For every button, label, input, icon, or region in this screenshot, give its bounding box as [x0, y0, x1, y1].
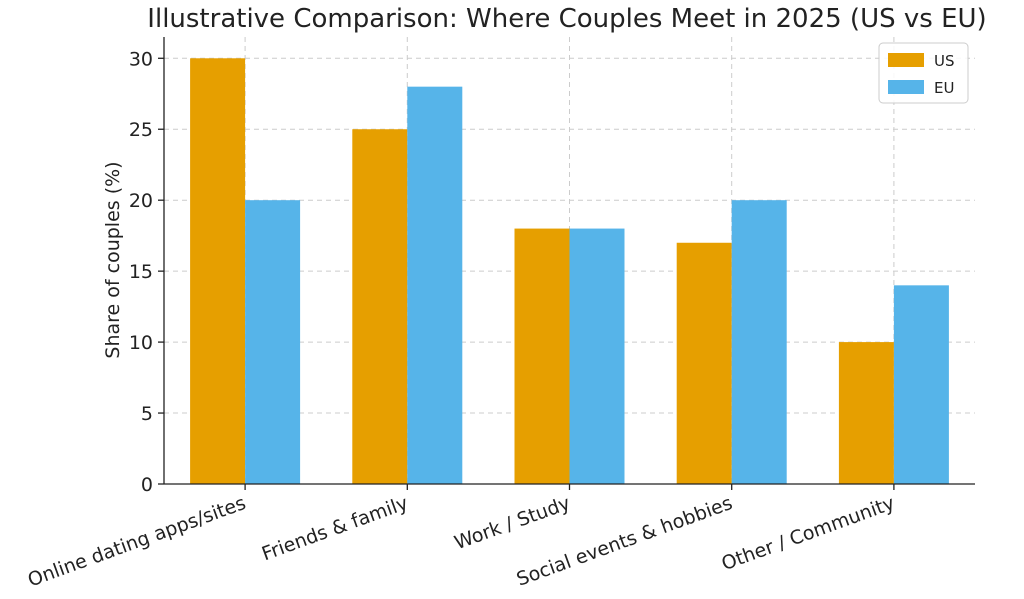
bar-us-3	[676, 242, 732, 484]
bar-eu-3	[731, 200, 787, 484]
bars	[190, 58, 949, 485]
y-axis-label: Share of couples (%)	[102, 161, 124, 358]
bar-us-2	[514, 228, 570, 484]
legend-label-us: US	[934, 52, 955, 70]
x-category-label: Other / Community	[719, 492, 898, 575]
y-tick-label: 20	[129, 190, 153, 212]
legend: US EU	[878, 42, 969, 104]
y-tick-label: 25	[129, 119, 153, 141]
axes	[158, 37, 975, 490]
y-tick-label: 0	[141, 474, 153, 496]
chart-title: Illustrative Comparison: Where Couples M…	[147, 4, 986, 34]
y-tick-labels: 0 5 10 15 20 25 30	[129, 48, 153, 496]
bar-us-0	[190, 58, 246, 485]
y-tick-label: 5	[141, 403, 153, 425]
x-category-labels: Online dating apps/sites Friends & family…	[25, 492, 898, 591]
bar-us-4	[838, 342, 894, 484]
x-category-label: Online dating apps/sites	[25, 492, 249, 591]
bar-eu-0	[245, 200, 301, 484]
legend-label-eu: EU	[934, 79, 954, 97]
x-category-label: Work / Study	[452, 492, 574, 554]
bar-us-1	[352, 129, 408, 484]
y-tick-label: 10	[129, 332, 153, 354]
bar-eu-2	[569, 228, 625, 484]
bar-eu-4	[893, 285, 949, 484]
legend-swatch-us	[888, 53, 924, 67]
legend-swatch-eu	[888, 80, 924, 94]
y-tick-label: 30	[129, 48, 153, 70]
x-category-label: Friends & family	[259, 492, 411, 565]
y-tick-label: 15	[129, 261, 153, 283]
bar-eu-1	[407, 86, 463, 485]
